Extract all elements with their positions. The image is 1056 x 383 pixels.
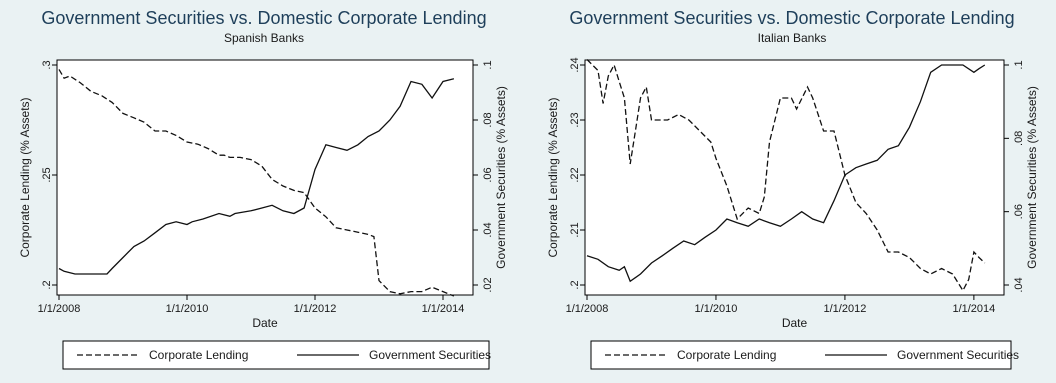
y-left-tick-label: .23 [569, 112, 581, 127]
legend-label: Corporate Lending [149, 348, 248, 362]
legend-label: Government Securities [369, 348, 491, 362]
x-tick-label: 1/1/2010 [166, 303, 209, 315]
y-left-tick-label: .2 [41, 280, 53, 289]
plot-area [56, 59, 474, 296]
x-axis-label: Date [782, 316, 808, 330]
chart-subtitle: Italian Banks [758, 31, 827, 45]
y-right-tick-label: .08 [1013, 131, 1025, 146]
x-axis-label: Date [252, 316, 278, 330]
chart-title: Government Securities vs. Domestic Corpo… [569, 8, 1014, 28]
chart-panel-spanish-banks: Government Securities vs. Domestic Corpo… [18, 8, 508, 370]
y-right-axis-label: Government Securities (% Assets) [494, 86, 508, 269]
legend-box [62, 340, 490, 370]
series-line-corporate-lending [58, 69, 455, 297]
y-right-tick-label: .04 [482, 222, 494, 237]
series-line-government-securities [58, 78, 455, 275]
x-tick-label: 1/1/2014 [422, 303, 465, 315]
series-line-government-securities [586, 64, 986, 283]
x-tick-label: 1/1/2008 [38, 303, 81, 315]
y-right-tick-label: .06 [482, 167, 494, 182]
x-tick-label: 1/1/2008 [566, 303, 609, 315]
legend-label: Government Securities [897, 348, 1019, 362]
plot-area [584, 59, 1005, 296]
y-left-axis-label: Corporate Lending (% Assets) [546, 97, 560, 257]
y-right-tick-label: .02 [482, 277, 494, 292]
y-left-tick-label: .22 [569, 167, 581, 182]
y-left-axis-label: Corporate Lending (% Assets) [18, 97, 32, 257]
y-right-axis-label: Government Securities (% Assets) [1025, 86, 1039, 269]
chart-title: Government Securities vs. Domestic Corpo… [41, 8, 486, 28]
y-right-tick-label: .04 [1013, 277, 1025, 292]
y-left-tick-label: .3 [41, 60, 53, 69]
legend-label: Corporate Lending [677, 348, 776, 362]
chart-svg: Government Securities vs. Domestic Corpo… [546, 8, 1039, 370]
chart-svg: Government Securities vs. Domestic Corpo… [18, 8, 508, 370]
x-tick-label: 1/1/2014 [952, 303, 995, 315]
y-right-tick-label: .1 [482, 60, 494, 69]
y-right-tick-label: .1 [1013, 60, 1025, 69]
x-tick-label: 1/1/2010 [695, 303, 738, 315]
y-right-tick-label: .08 [482, 112, 494, 127]
series-line-corporate-lending [586, 59, 986, 292]
y-left-tick-label: .24 [569, 57, 581, 72]
y-left-tick-label: .25 [41, 167, 53, 182]
y-left-tick-label: .21 [569, 222, 581, 237]
y-left-tick-label: .2 [569, 280, 581, 289]
chart-subtitle: Spanish Banks [224, 31, 304, 45]
x-tick-label: 1/1/2012 [294, 303, 337, 315]
x-tick-label: 1/1/2012 [824, 303, 867, 315]
y-right-tick-label: .06 [1013, 204, 1025, 219]
chart-panel-italian-banks: Government Securities vs. Domestic Corpo… [528, 0, 1056, 383]
